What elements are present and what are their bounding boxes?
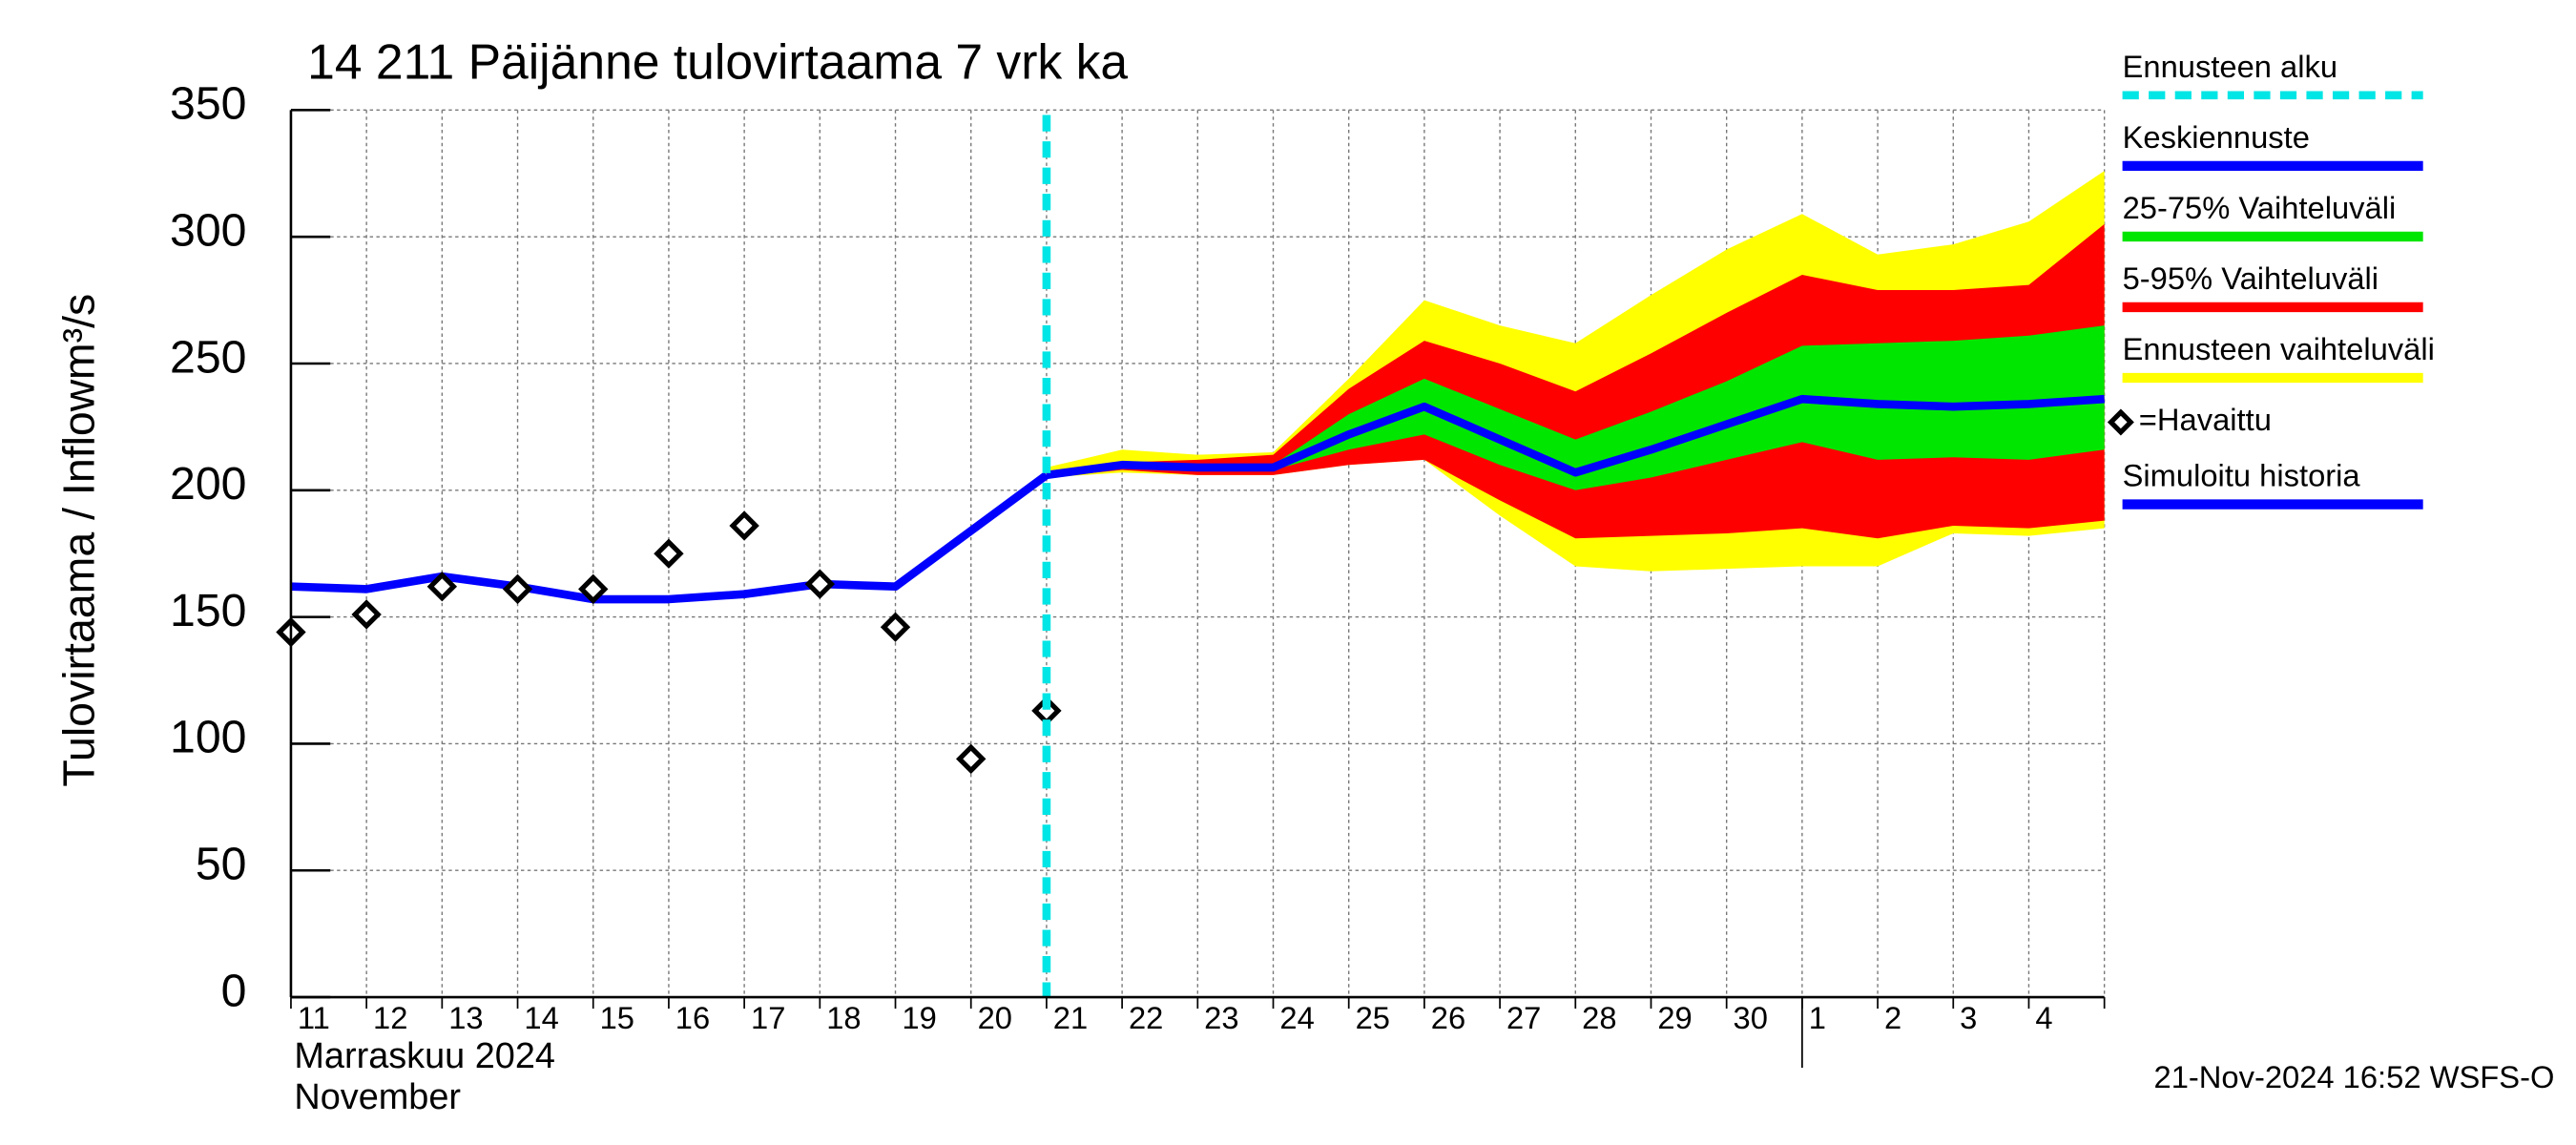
observed-point	[654, 538, 684, 569]
x-tick-label: 19	[902, 1000, 936, 1035]
footer: 21-Nov-2024 16:52 WSFS-O	[2154, 1059, 2555, 1094]
y-tick-label: 50	[196, 839, 247, 890]
observed-point	[351, 599, 382, 630]
x-tick-label: 25	[1356, 1000, 1390, 1035]
x-tick-label: 13	[448, 1000, 483, 1035]
x-tick-label: 18	[826, 1000, 861, 1035]
x-tick-label: 2	[1884, 1000, 1901, 1035]
x-tick-label: 4	[2035, 1000, 2052, 1035]
x-tick-label: 30	[1734, 1000, 1768, 1035]
x-tick-label: 22	[1129, 1000, 1163, 1035]
legend-label: Keskiennuste	[2123, 119, 2310, 155]
month-label: Marraskuu 2024	[294, 1036, 555, 1076]
line	[1046, 394, 2105, 480]
x-tick-label: 14	[524, 1000, 558, 1035]
legend-label: Ennusteen alku	[2123, 49, 2337, 84]
observed-point	[880, 612, 911, 642]
x-tick-label: 15	[600, 1000, 634, 1035]
y-tick-label: 350	[170, 78, 246, 130]
x-tick-label: 29	[1657, 1000, 1692, 1035]
line	[290, 471, 1049, 604]
observed-point	[426, 572, 458, 602]
x-tick-label: 21	[1053, 1000, 1088, 1035]
x-tick-label: 3	[1960, 1000, 1977, 1035]
month-label-en: November	[294, 1077, 461, 1117]
legend-label: =Havaittu	[2139, 402, 2272, 437]
y-tick-label: 250	[170, 331, 246, 383]
y-tick-label: 0	[221, 965, 247, 1016]
legend-label: Simuloitu historia	[2123, 458, 2361, 493]
y-tick-label: 100	[170, 712, 246, 763]
band	[1046, 223, 2105, 539]
legend-label: Ennusteen vaihteluväli	[2123, 331, 2435, 366]
observed-point	[502, 573, 533, 605]
x-tick-label: 17	[751, 1000, 785, 1035]
y-axis-label: Tulovirtaama / Inflow	[54, 379, 104, 786]
x-tick-label: 23	[1204, 1000, 1238, 1035]
x-tick-label: 1	[1809, 1000, 1826, 1035]
legend-label: 25-75% Vaihteluväli	[2123, 190, 2397, 225]
observed-point	[578, 573, 609, 605]
x-tick-label: 28	[1582, 1000, 1616, 1035]
y-axis-unit: m³/s	[54, 294, 104, 380]
observed-point	[804, 569, 836, 599]
y-tick-label: 150	[170, 585, 246, 636]
observed-point	[729, 510, 759, 541]
x-tick-label: 24	[1279, 1000, 1314, 1035]
x-tick-label: 26	[1431, 1000, 1465, 1035]
x-tick-label: 16	[675, 1000, 710, 1035]
y-tick-label: 200	[170, 458, 246, 510]
legend-swatch	[2107, 408, 2134, 436]
x-tick-label: 27	[1506, 1000, 1541, 1035]
legend: Ennusteen alku Keskiennuste 25-75% Vaihtel…	[2107, 49, 2435, 510]
y-tick-label: 300	[170, 204, 246, 256]
x-tick-label: 20	[978, 1000, 1012, 1035]
x-tick-label: 12	[373, 1000, 407, 1035]
observed-point	[956, 743, 987, 775]
legend-label: 5-95% Vaihteluväli	[2123, 260, 2379, 296]
chart-title: 14 211 Päijänne tulovirtaama 7 vrk ka	[307, 34, 1128, 90]
x-tick-label: 11	[298, 1000, 330, 1035]
